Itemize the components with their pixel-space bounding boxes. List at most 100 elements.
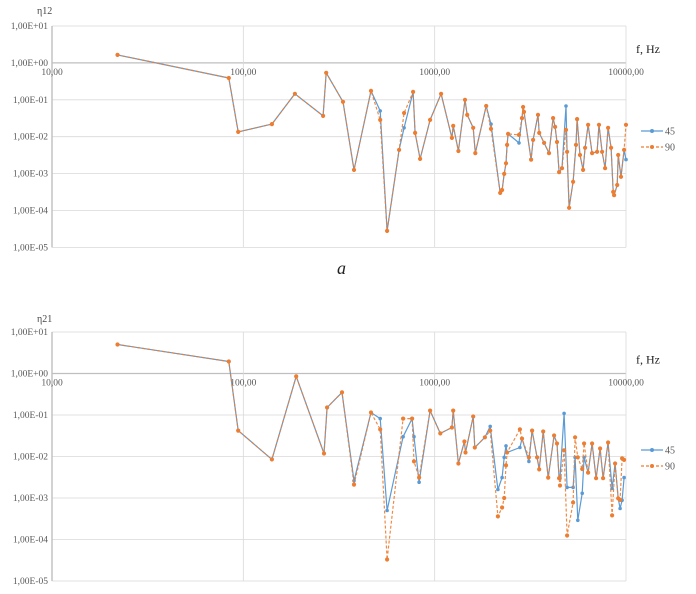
- data-point-90: [428, 408, 433, 413]
- data-point-90: [557, 170, 562, 175]
- data-point-90: [519, 116, 525, 121]
- data-point-90: [516, 132, 522, 137]
- data-point-90: [292, 91, 297, 96]
- data-point-90: [517, 427, 523, 432]
- data-point-90: [546, 151, 552, 156]
- legend-marker-45: [650, 129, 654, 133]
- data-point-90: [600, 149, 605, 154]
- data-point-90: [562, 448, 567, 453]
- data-point-90: [571, 500, 576, 505]
- y-axis-title: η21: [37, 314, 52, 325]
- legend-marker-45: [650, 448, 654, 452]
- data-point-90: [573, 142, 579, 147]
- data-point-90: [368, 88, 374, 93]
- x-tick-label: 1000,00: [419, 68, 450, 78]
- data-point-45: [385, 508, 389, 513]
- data-point-90: [294, 374, 299, 379]
- data-point-90: [351, 482, 357, 487]
- series-line-90: [117, 343, 625, 561]
- data-point-90: [488, 126, 494, 131]
- data-point-45: [500, 475, 504, 480]
- x-tick-label: 10000,00: [608, 68, 644, 78]
- data-point-90: [537, 130, 542, 135]
- data-point-90: [269, 122, 274, 127]
- data-point-90: [471, 414, 476, 419]
- data-point-90: [506, 131, 511, 136]
- data-point-45: [518, 445, 522, 450]
- data-point-90: [594, 476, 599, 481]
- data-point-90: [551, 116, 556, 121]
- data-point-45: [576, 518, 580, 523]
- data-point-90: [573, 435, 578, 440]
- data-point-90: [495, 514, 500, 519]
- data-point-90: [413, 130, 418, 135]
- data-point-90: [236, 129, 241, 134]
- data-point-90: [519, 436, 525, 441]
- data-point-45: [378, 109, 383, 113]
- data-point-90: [613, 461, 618, 466]
- data-point-90: [505, 142, 510, 147]
- data-point-90: [567, 205, 572, 210]
- data-point-45: [504, 444, 508, 448]
- data-point-90: [618, 174, 624, 179]
- y-axis-title: η12: [37, 6, 52, 17]
- series-line-90: [117, 54, 627, 232]
- data-point-90: [325, 405, 330, 410]
- data-point-90: [529, 157, 534, 162]
- data-point-90: [542, 140, 547, 145]
- data-point-90: [449, 135, 454, 140]
- data-point-90: [411, 89, 416, 94]
- data-point-90: [559, 166, 565, 171]
- data-point-90: [500, 505, 505, 510]
- data-point-90: [226, 359, 231, 364]
- data-point-90: [575, 117, 580, 122]
- data-point-45: [378, 416, 383, 421]
- data-point-90: [402, 110, 407, 116]
- legend-marker-90: [650, 464, 654, 468]
- y-tick-label: 1,00E-02: [13, 453, 48, 463]
- data-point-90: [535, 455, 540, 460]
- data-point-90: [590, 151, 595, 156]
- data-point-90: [606, 125, 611, 130]
- x-axis-title: f, Hz: [636, 42, 660, 56]
- data-point-90: [521, 109, 527, 114]
- data-point-90: [580, 466, 585, 472]
- data-point-90: [321, 451, 327, 456]
- chart-eta21: 1,00E+01 1,00E+00 1,00E-01 1,00E-02 1,00E-03…: [11, 314, 675, 587]
- data-point-90: [526, 455, 532, 460]
- y-tick-label: 1,00E-03: [13, 494, 48, 504]
- data-point-90: [351, 167, 357, 172]
- data-point-45: [496, 487, 500, 492]
- data-point-90: [582, 441, 587, 446]
- legend-label-90: 90: [665, 143, 675, 154]
- data-point-90: [565, 149, 570, 154]
- y-tick-label: 1,00E+00: [11, 59, 49, 69]
- data-point-90: [553, 124, 558, 129]
- legend-label-45: 45: [665, 446, 675, 457]
- data-point-90: [418, 156, 423, 161]
- data-point-90: [595, 149, 600, 154]
- x-tick-label: 10000,00: [608, 379, 644, 389]
- data-point-90: [385, 557, 390, 562]
- data-point-90: [609, 145, 614, 150]
- data-point-90: [456, 148, 461, 154]
- data-point-90: [622, 457, 627, 462]
- data-point-90: [115, 342, 120, 347]
- data-point-90: [590, 441, 595, 446]
- data-point-90: [622, 147, 627, 152]
- data-point-90: [603, 166, 608, 171]
- data-point-45: [624, 157, 628, 162]
- data-point-90: [552, 433, 557, 438]
- legend-label-90: 90: [665, 462, 675, 473]
- data-point-90: [321, 113, 326, 118]
- data-point-90: [471, 125, 476, 130]
- data-point-90: [465, 112, 470, 117]
- x-tick-label: 100,00: [230, 68, 256, 78]
- data-point-45: [564, 104, 568, 108]
- data-point-90: [565, 533, 570, 538]
- data-point-90: [451, 123, 456, 128]
- data-point-45: [622, 475, 626, 480]
- data-point-90: [586, 122, 591, 127]
- data-point-90: [401, 416, 406, 421]
